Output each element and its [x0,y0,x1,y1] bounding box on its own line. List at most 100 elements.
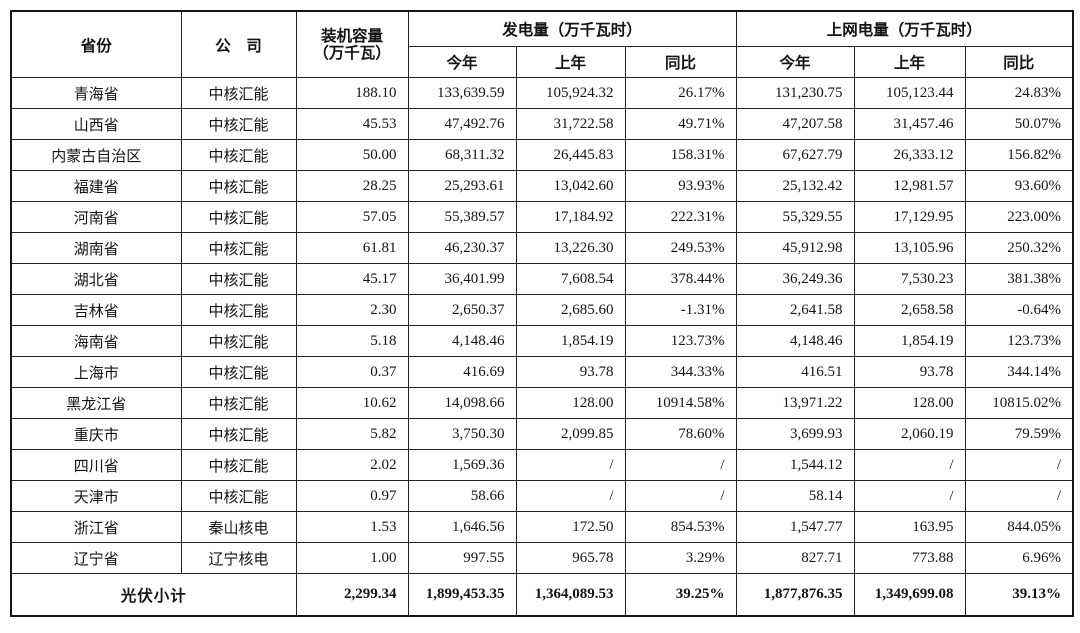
capacity-cell: 57.05 [295,201,409,233]
grid-yoy-cell: / [964,449,1074,481]
province-cell: 吉林省 [10,294,182,326]
gen-yoy-cell: 854.53% [624,511,737,543]
gen-last-year-cell: 93.78 [515,356,626,388]
grid-yoy-cell: 50.07% [964,108,1074,140]
grid-yoy-cell: / [964,480,1074,512]
gen-last-year-cell: 26,445.83 [515,139,626,171]
capacity-cell: 61.81 [295,232,409,264]
summary-grid-yoy: 39.13% [964,573,1074,617]
company-cell: 中核汇能 [180,77,297,109]
company-cell: 中核汇能 [180,108,297,140]
gen-yoy-cell: 3.29% [624,542,737,574]
capacity-cell: 188.10 [295,77,409,109]
header-generation-group: 发电量（万千瓦时） [407,10,737,47]
table-row: 内蒙古自治区 中核汇能 50.00 68,311.32 26,445.83 158.31%… [10,139,1074,171]
grid-yoy-cell: 10815.02% [964,387,1074,419]
grid-last-year-cell: 2,658.58 [853,294,966,326]
gen-yoy-cell: 378.44% [624,263,737,295]
grid-yoy-cell: 79.59% [964,418,1074,450]
gen-this-year-cell: 1,569.36 [407,449,517,481]
grid-this-year-cell: 827.71 [735,542,855,574]
gen-this-year-cell: 133,639.59 [407,77,517,109]
gen-yoy-cell: 222.31% [624,201,737,233]
gen-last-year-cell: 17,184.92 [515,201,626,233]
capacity-cell: 2.02 [295,449,409,481]
gen-yoy-cell: 78.60% [624,418,737,450]
grid-last-year-cell: 31,457.46 [853,108,966,140]
gen-last-year-cell: 965.78 [515,542,626,574]
gen-this-year-cell: 14,098.66 [407,387,517,419]
header-ongrid-group: 上网电量（万千瓦时） [735,10,1074,47]
table-body: 青海省 中核汇能 188.10 133,639.59 105,924.32 26.17% 1… [10,77,1074,574]
gen-this-year-cell: 4,148.46 [407,325,517,357]
gen-last-year-cell: 172.50 [515,511,626,543]
company-cell: 中核汇能 [180,449,297,481]
grid-last-year-cell: 93.78 [853,356,966,388]
grid-last-year-cell: 26,333.12 [853,139,966,171]
gen-last-year-cell: 105,924.32 [515,77,626,109]
table-row: 吉林省 中核汇能 2.30 2,650.37 2,685.60 -1.31% 2,641.5… [10,294,1074,326]
grid-this-year-cell: 58.14 [735,480,855,512]
header-province: 省份 [10,10,182,78]
table-row: 四川省 中核汇能 2.02 1,569.36//1,544.12// [10,449,1074,481]
province-cell: 辽宁省 [10,542,182,574]
header-capacity-line2: （万千瓦） [313,44,391,62]
table-row: 黑龙江省 中核汇能 10.62 14,098.66 128.00 10914.58% 13,… [10,387,1074,419]
grid-last-year-cell: 2,060.19 [853,418,966,450]
table-row: 海南省 中核汇能 5.18 4,148.46 1,854.19 123.73% 4,148.… [10,325,1074,357]
grid-this-year-cell: 4,148.46 [735,325,855,357]
gen-this-year-cell: 36,401.99 [407,263,517,295]
province-cell: 内蒙古自治区 [10,139,182,171]
grid-yoy-cell: 250.32% [964,232,1074,264]
grid-this-year-cell: 13,971.22 [735,387,855,419]
grid-last-year-cell: / [853,480,966,512]
grid-this-year-cell: 67,627.79 [735,139,855,171]
grid-yoy-cell: 24.83% [964,77,1074,109]
grid-this-year-cell: 416.51 [735,356,855,388]
province-cell: 湖北省 [10,263,182,295]
header-grid-last-year: 上年 [853,46,966,78]
summary-gen-yoy: 39.25% [624,573,737,617]
summary-grid-this: 1,877,876.35 [735,573,855,617]
gen-last-year-cell: 2,685.60 [515,294,626,326]
grid-yoy-cell: 93.60% [964,170,1074,202]
capacity-cell: 45.17 [295,263,409,295]
grid-last-year-cell: 163.95 [853,511,966,543]
grid-last-year-cell: 128.00 [853,387,966,419]
company-cell: 中核汇能 [180,356,297,388]
province-cell: 湖南省 [10,232,182,264]
grid-last-year-cell: 17,129.95 [853,201,966,233]
grid-yoy-cell: -0.64% [964,294,1074,326]
capacity-cell: 5.82 [295,418,409,450]
grid-this-year-cell: 1,544.12 [735,449,855,481]
gen-this-year-cell: 416.69 [407,356,517,388]
gen-yoy-cell: 344.33% [624,356,737,388]
grid-last-year-cell: 12,981.57 [853,170,966,202]
province-cell: 上海市 [10,356,182,388]
gen-this-year-cell: 68,311.32 [407,139,517,171]
table-header: 省份 公 司 装机容量 （万千瓦） 发电量（万千瓦时） 上网电量（万千瓦时） 今… [10,10,1074,78]
province-cell: 山西省 [10,108,182,140]
grid-last-year-cell: 13,105.96 [853,232,966,264]
grid-yoy-cell: 223.00% [964,201,1074,233]
gen-this-year-cell: 25,293.61 [407,170,517,202]
company-cell: 中核汇能 [180,170,297,202]
gen-this-year-cell: 997.55 [407,542,517,574]
header-grid-this-year: 今年 [735,46,855,78]
capacity-cell: 1.00 [295,542,409,574]
gen-last-year-cell: 31,722.58 [515,108,626,140]
province-cell: 天津市 [10,480,182,512]
header-gen-this-year: 今年 [407,46,517,78]
table-row: 河南省 中核汇能 57.05 55,389.57 17,184.92 222.31% 55,… [10,201,1074,233]
header-gen-yoy: 同比 [624,46,737,78]
grid-last-year-cell: 7,530.23 [853,263,966,295]
table-row: 湖南省 中核汇能 61.81 46,230.37 13,226.30 249.53% 45,… [10,232,1074,264]
gen-last-year-cell: 13,042.60 [515,170,626,202]
table-row: 浙江省 秦山核电 1.53 1,646.56 172.50 854.53% 1,547.77… [10,511,1074,543]
header-company: 公 司 [180,10,297,78]
header-grid-yoy: 同比 [964,46,1074,78]
company-cell: 秦山核电 [180,511,297,543]
gen-this-year-cell: 55,389.57 [407,201,517,233]
gen-last-year-cell: / [515,449,626,481]
header-capacity: 装机容量 （万千瓦） [295,10,409,78]
